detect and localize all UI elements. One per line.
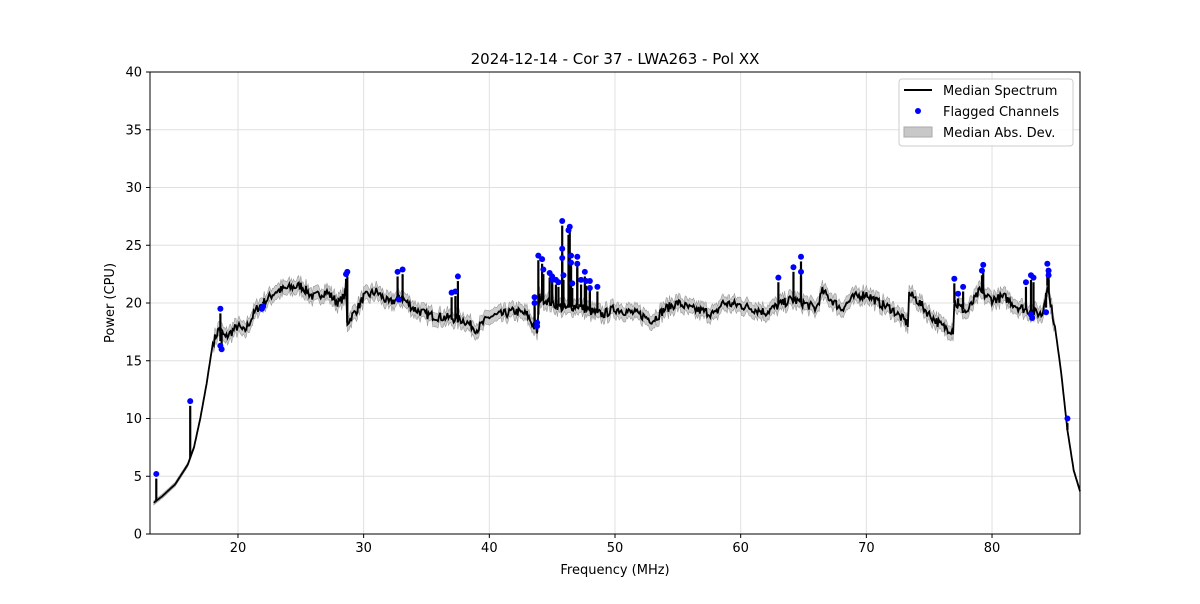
flagged-point — [452, 288, 459, 295]
flagged-point — [1045, 267, 1052, 274]
flagged-point — [559, 245, 566, 252]
y-tick-label: 20 — [125, 297, 142, 312]
grid — [150, 71, 1080, 535]
flag-spikes — [155, 225, 1069, 501]
flagged-point — [1030, 274, 1037, 281]
y-tick-label: 10 — [125, 412, 142, 427]
flagged-point — [1022, 279, 1029, 286]
flagged-point — [568, 259, 575, 266]
flagged-point — [1044, 260, 1051, 267]
flagged-point — [960, 283, 967, 290]
legend-label-flagged: Flagged Channels — [943, 105, 1059, 120]
flagged-point — [399, 266, 406, 273]
flagged-point — [1064, 415, 1071, 422]
y-tick-label: 35 — [125, 123, 142, 138]
legend-label-mad: Median Abs. Dev. — [943, 126, 1055, 141]
y-tick-label: 25 — [125, 239, 142, 254]
flagged-point — [539, 256, 546, 263]
flagged-point — [534, 323, 541, 330]
flagged-point — [798, 253, 804, 260]
flagged-point — [581, 268, 588, 275]
flagged-point — [153, 470, 160, 477]
flagged-point — [560, 272, 567, 279]
y-tick-label: 30 — [125, 181, 142, 196]
x-tick-label: 20 — [230, 541, 247, 556]
flagged-points — [153, 217, 1071, 477]
flagged-point — [568, 252, 575, 259]
flagged-point — [594, 283, 601, 290]
y-tick-label: 0 — [134, 528, 142, 543]
x-tick-label: 70 — [858, 541, 875, 556]
flagged-point — [260, 303, 267, 310]
flagged-point — [586, 284, 593, 291]
x-tick-label: 40 — [481, 541, 498, 556]
flagged-point — [955, 290, 962, 297]
y-tick-label: 5 — [134, 470, 142, 485]
flagged-point — [586, 278, 593, 285]
legend-box — [898, 78, 1074, 147]
x-tick-label: 80 — [984, 541, 1001, 556]
flagged-point — [555, 279, 562, 286]
y-tick-label: 40 — [125, 66, 142, 81]
y-axis-label: Power (CPU) — [103, 263, 118, 343]
flagged-point — [535, 252, 542, 259]
flagged-point — [790, 264, 797, 271]
flagged-point — [578, 276, 585, 283]
flagged-point — [187, 398, 194, 405]
flagged-point — [574, 260, 581, 267]
flagged-point — [218, 346, 225, 353]
flagged-point — [344, 268, 351, 275]
legend-label-spectrum: Median Spectrum — [943, 84, 1057, 99]
flagged-point — [394, 268, 401, 275]
x-tick-label: 50 — [607, 541, 624, 556]
median-spectrum-line — [153, 280, 1081, 504]
flagged-point — [980, 261, 987, 268]
legend: Median Spectrum Flagged Channels Median … — [898, 78, 1074, 147]
flagged-point — [454, 273, 461, 280]
flagged-point — [569, 280, 576, 287]
x-axis-ticks: 20 30 40 50 60 70 80 — [230, 534, 1001, 556]
flagged-point — [217, 305, 224, 312]
y-axis-ticks: 0 5 10 15 20 25 30 35 40 — [125, 66, 150, 543]
flagged-point — [559, 254, 566, 261]
flagged-point — [775, 274, 782, 281]
legend-band-swatch — [903, 126, 933, 138]
flagged-point — [566, 223, 573, 230]
flagged-point — [1045, 272, 1052, 279]
flagged-point — [574, 253, 581, 260]
y-tick-label: 15 — [125, 354, 142, 369]
chart-title: 2024-12-14 - Cor 37 - LWA263 - Pol XX — [471, 50, 760, 68]
flagged-point — [531, 294, 538, 301]
flagged-point — [798, 268, 804, 275]
x-tick-label: 60 — [732, 541, 749, 556]
x-tick-label: 30 — [355, 541, 372, 556]
flagged-point — [531, 300, 538, 306]
x-axis-label: Frequency (MHz) — [560, 563, 669, 578]
flagged-point — [559, 217, 566, 224]
flagged-point — [540, 266, 547, 273]
flagged-point — [1043, 309, 1050, 316]
legend-dot-swatch — [915, 108, 921, 114]
flagged-point — [395, 296, 402, 303]
flagged-point — [951, 275, 958, 282]
flagged-point — [1029, 315, 1036, 322]
flagged-point — [978, 267, 985, 274]
